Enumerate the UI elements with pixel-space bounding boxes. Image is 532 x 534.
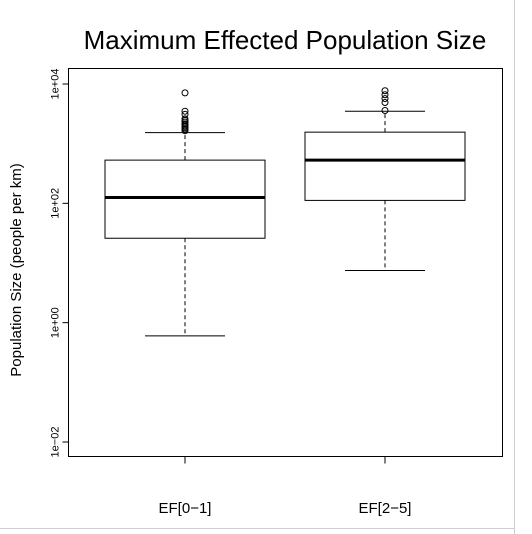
interquartile-box xyxy=(304,131,466,201)
box-1 xyxy=(304,87,466,271)
x-axis: EF[0−1] EF[2−5] xyxy=(159,456,412,517)
outlier-point-3 xyxy=(381,91,389,99)
box-series xyxy=(104,87,466,337)
y-tick-label-2: 1e+02 xyxy=(49,188,61,219)
y-axis-label: Population Size (people per km) xyxy=(8,163,25,376)
outlier-point-0 xyxy=(381,106,389,114)
y-tick-label-3: 1e+04 xyxy=(49,69,61,100)
plot-area xyxy=(68,68,503,457)
y-tick-label-0: 1e−02 xyxy=(49,427,61,458)
outlier-point-1 xyxy=(381,98,389,106)
outlier-point-10 xyxy=(181,107,189,115)
outlier-point-11 xyxy=(181,89,189,97)
outlier-point-9 xyxy=(181,110,189,118)
outlier-point-2 xyxy=(381,95,389,103)
y-tick-label-1: 1e+00 xyxy=(49,307,61,338)
outlier-point-8 xyxy=(181,115,189,123)
box-0 xyxy=(104,89,266,337)
x-category-label-0: EF[0−1] xyxy=(159,500,212,517)
chart-title: Maximum Effected Population Size xyxy=(84,25,487,55)
y-axis: 1e−02 1e+00 1e+02 1e+04 xyxy=(49,69,69,458)
outlier-point-4 xyxy=(381,87,389,95)
x-category-label-1: EF[2−5] xyxy=(359,500,412,517)
interquartile-box xyxy=(104,159,266,239)
